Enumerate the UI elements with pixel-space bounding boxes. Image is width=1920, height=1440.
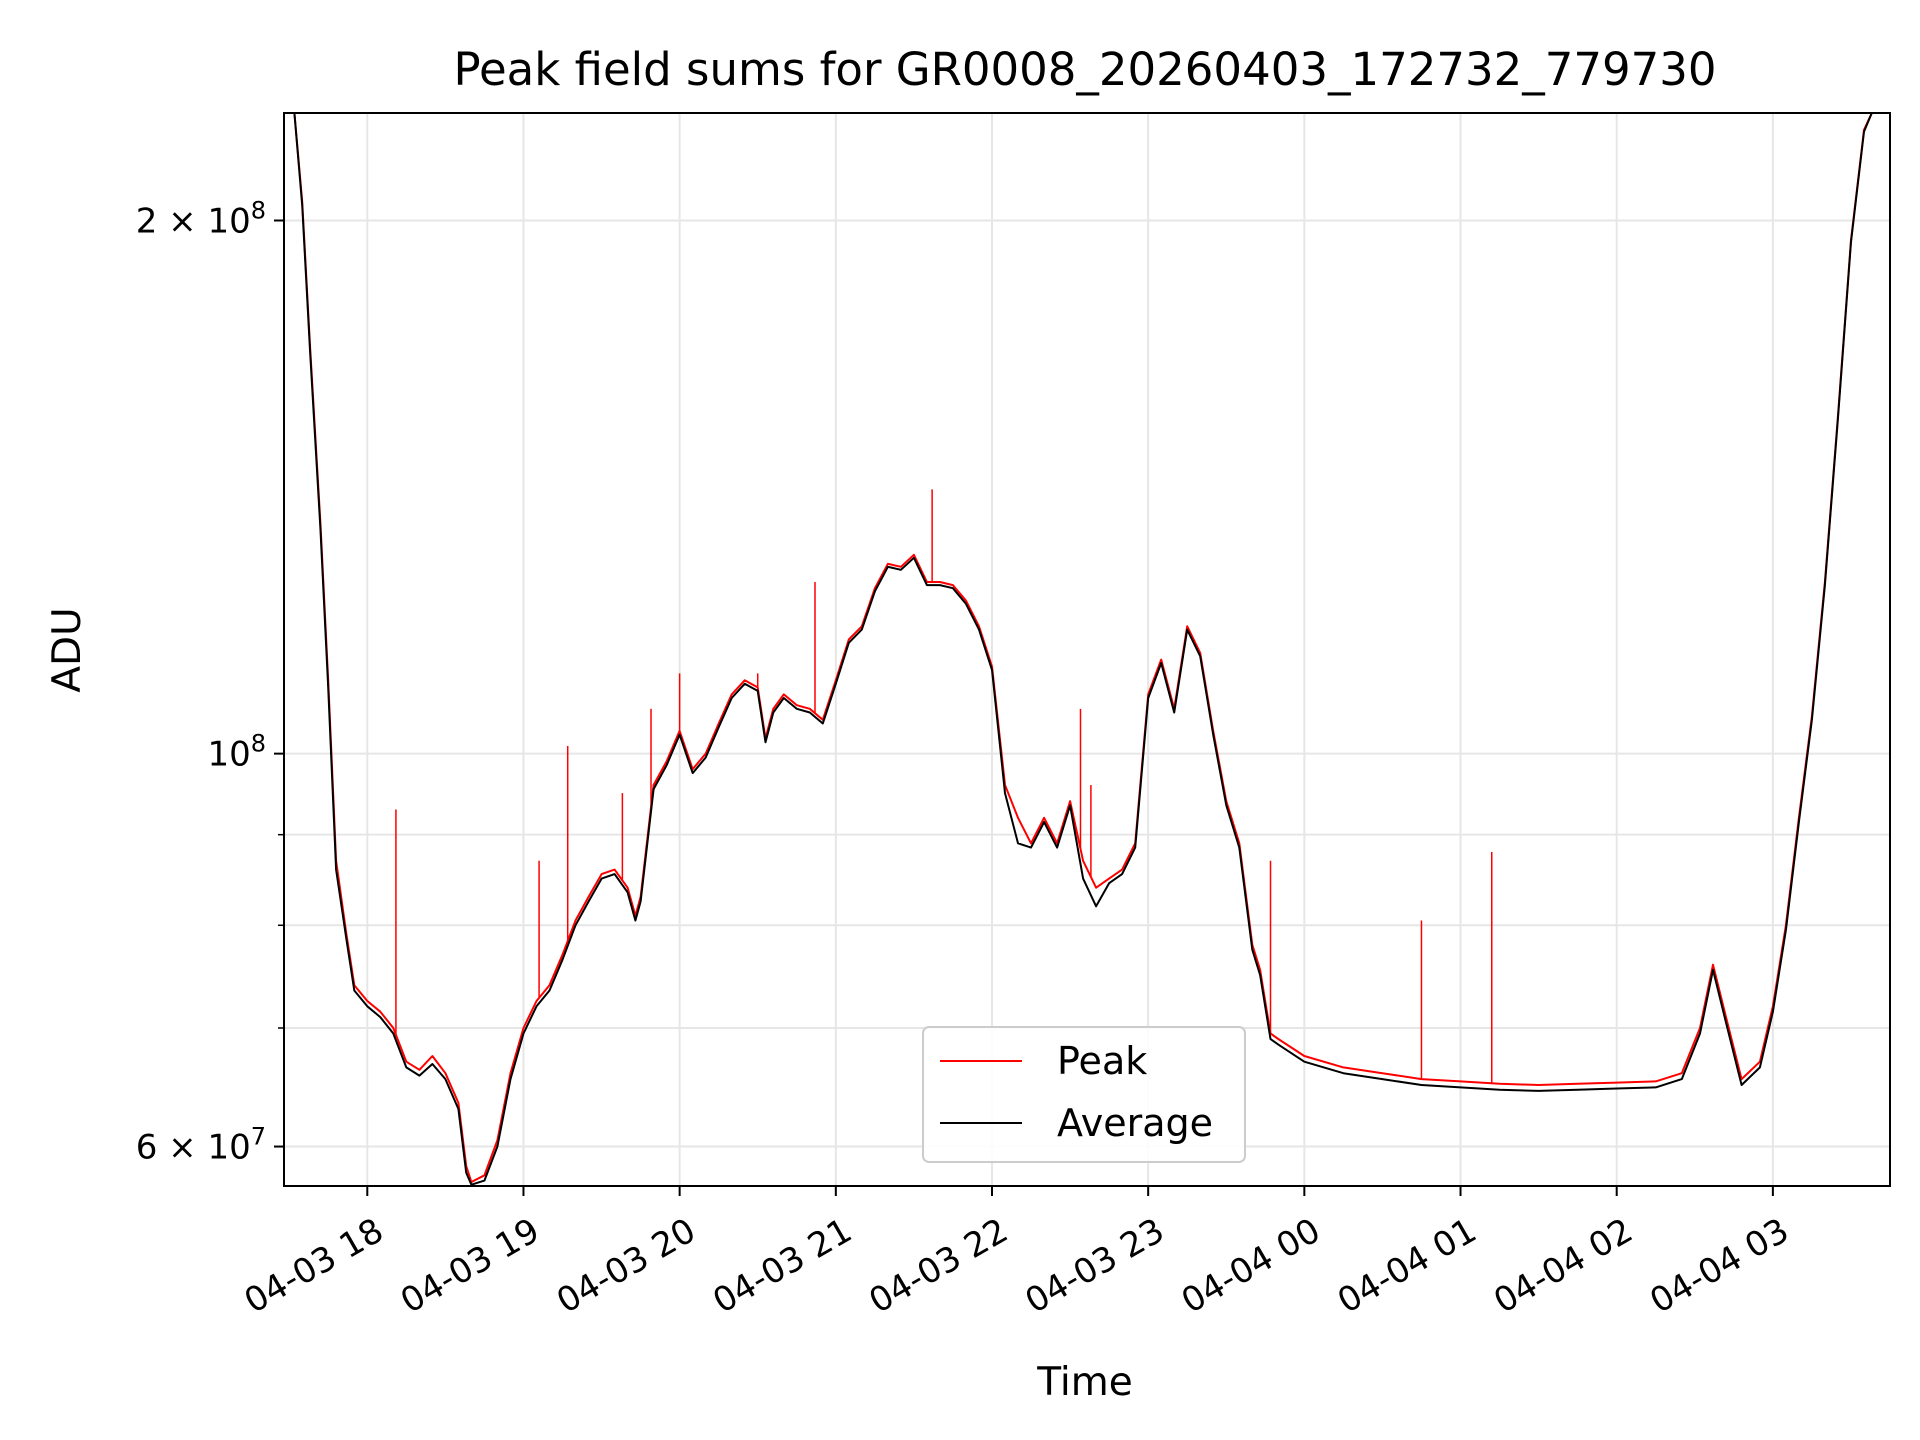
y-axis: 6 × 107 108 2 × 108 [136, 196, 284, 1168]
x-axis-label: Time [1036, 1360, 1132, 1405]
y-tick-label: 6 × 107 [136, 1123, 266, 1168]
legend: Peak Average [922, 1026, 1246, 1163]
plot-frame [283, 112, 1891, 1187]
chart-title: Peak field sums for GR0008_20260403_1727… [453, 43, 1716, 96]
y-tick-label: 108 [207, 730, 266, 775]
y-tick-label: 2 × 108 [136, 196, 266, 241]
series-line-average [293, 113, 1873, 1186]
y-axis-label: ADU [45, 607, 90, 692]
legend-label-average: Average [1057, 1101, 1213, 1145]
legend-label-peak: Peak [1057, 1039, 1147, 1083]
series-layer [293, 113, 1873, 1186]
series-line-peak [293, 113, 1873, 1183]
